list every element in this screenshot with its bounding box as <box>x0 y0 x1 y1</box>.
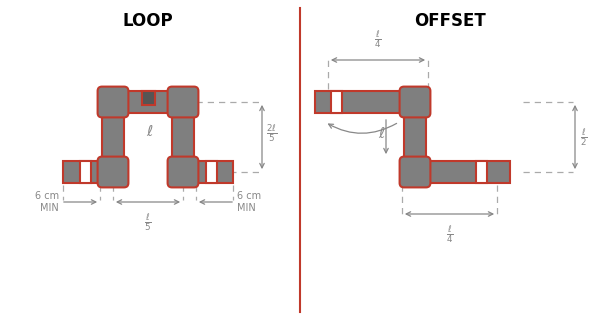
Text: $\frac{\ell}{2}$: $\frac{\ell}{2}$ <box>580 126 587 148</box>
Text: 6 cm
MIN: 6 cm MIN <box>237 191 261 213</box>
Bar <box>80 161 91 183</box>
Text: 6 cm
MIN: 6 cm MIN <box>35 191 59 213</box>
Bar <box>63 161 113 183</box>
FancyBboxPatch shape <box>400 87 430 117</box>
FancyBboxPatch shape <box>98 87 128 117</box>
Text: $\frac{\ell}{5}$: $\frac{\ell}{5}$ <box>144 212 152 233</box>
Bar <box>142 91 155 105</box>
FancyBboxPatch shape <box>98 156 128 188</box>
Bar <box>415 161 510 183</box>
Text: OFFSET: OFFSET <box>414 12 486 30</box>
Text: $\frac{\ell}{4}$: $\frac{\ell}{4}$ <box>446 224 453 245</box>
Text: $\ell$: $\ell$ <box>378 125 386 140</box>
Text: $\frac{2\ell}{5}$: $\frac{2\ell}{5}$ <box>266 122 277 144</box>
Text: $\ell$: $\ell$ <box>146 124 154 139</box>
Bar <box>331 91 343 113</box>
FancyBboxPatch shape <box>167 87 199 117</box>
Bar <box>315 91 415 113</box>
Bar <box>205 161 217 183</box>
Bar <box>183 161 233 183</box>
Bar <box>172 102 194 172</box>
Bar <box>404 102 426 172</box>
Bar <box>102 102 124 172</box>
Bar <box>476 161 487 183</box>
Bar <box>113 91 183 113</box>
Text: LOOP: LOOP <box>122 12 173 30</box>
FancyBboxPatch shape <box>167 156 199 188</box>
FancyBboxPatch shape <box>400 156 430 188</box>
Text: $\frac{\ell}{4}$: $\frac{\ell}{4}$ <box>374 29 382 50</box>
